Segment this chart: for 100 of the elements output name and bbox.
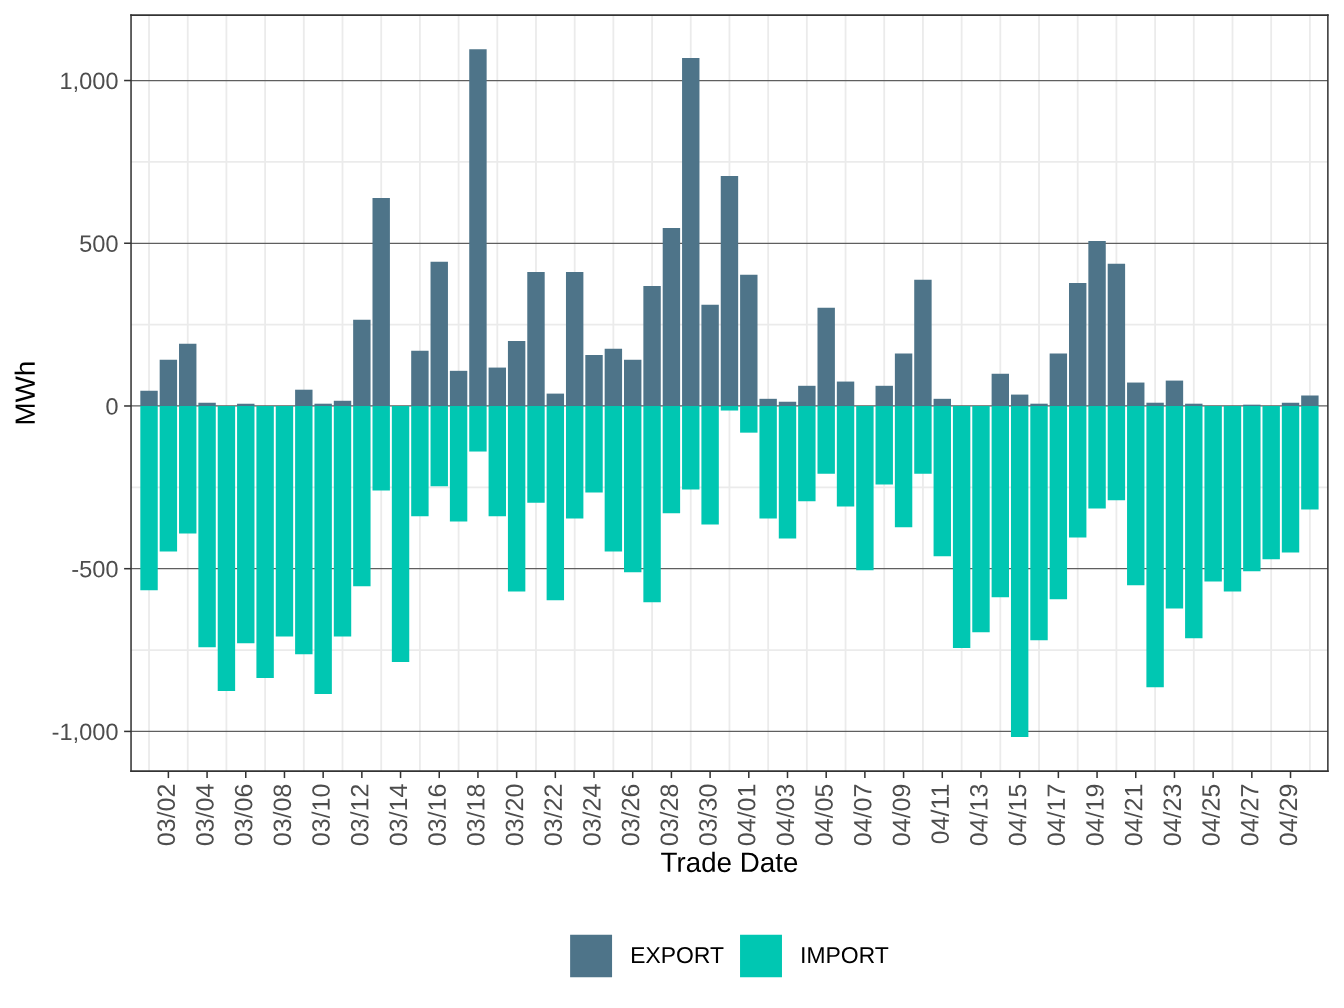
bar: [1010, 405, 1029, 737]
bar: [952, 405, 971, 649]
bar: [662, 227, 681, 406]
bar: [1146, 402, 1164, 406]
x-tick-label: 04/23: [1162, 784, 1182, 846]
bar: [875, 385, 893, 406]
bar: [391, 405, 410, 663]
x-tick-label: 04/05: [814, 784, 833, 846]
bar: [159, 405, 178, 552]
bar: [991, 373, 1010, 406]
bar: [411, 405, 429, 517]
bar: [933, 405, 951, 557]
bar: [333, 405, 352, 637]
bar: [604, 405, 623, 552]
bar: [430, 261, 448, 406]
x-tick-label: 04/19: [1085, 784, 1104, 846]
bar: [333, 400, 352, 406]
bar: [991, 405, 1010, 598]
bar: [565, 271, 584, 406]
x-tick-label: 04/15: [1008, 784, 1027, 846]
bar: [720, 175, 739, 406]
x-tick-label: 03/14: [388, 784, 408, 846]
bar: [140, 405, 158, 591]
bar: [1127, 382, 1145, 406]
bar: [179, 405, 197, 534]
y-tick-label: 500: [80, 235, 118, 253]
bar: [1069, 282, 1087, 406]
bar: [972, 405, 990, 633]
bar: [198, 402, 216, 406]
bar: [1010, 394, 1029, 406]
x-tick-label: 04/13: [969, 784, 988, 846]
x-tick-label: 03/28: [659, 784, 679, 846]
y-tick-label: 0: [106, 398, 118, 415]
bar: [527, 405, 545, 503]
bar: [1301, 395, 1319, 406]
bar: [1049, 405, 1068, 600]
bar: [720, 405, 739, 411]
bar: [1281, 405, 1300, 553]
x-tick-label: 04/11: [930, 784, 949, 844]
x-tick-label: 03/30: [698, 784, 717, 846]
bar: [1165, 405, 1184, 609]
bar: [1088, 405, 1106, 509]
bar: [527, 271, 545, 406]
bar: [449, 405, 468, 522]
bar: [449, 370, 468, 406]
bar: [662, 405, 681, 514]
x-tick-label: 03/08: [272, 784, 292, 846]
y-tick-label: -1,000: [52, 723, 118, 743]
bar: [430, 405, 448, 487]
x-tick-label: 04/07: [853, 784, 872, 846]
bar: [1107, 263, 1126, 406]
x-tick-label: 04/25: [1201, 784, 1220, 846]
bar: [488, 367, 506, 406]
bar: [836, 405, 855, 507]
bar: [256, 405, 274, 679]
x-tick-label: 04/09: [891, 784, 911, 846]
bar: [643, 405, 661, 603]
bar: [933, 398, 951, 406]
bar: [682, 58, 700, 406]
bar: [643, 285, 661, 406]
x-tick-label: 03/12: [350, 784, 369, 846]
bar: [1030, 403, 1048, 406]
bar: [140, 390, 158, 406]
x-tick-label: 03/04: [195, 784, 214, 846]
bar: [701, 304, 719, 406]
y-tick-label: -500: [72, 560, 118, 578]
bar: [1049, 353, 1068, 406]
bar: [1088, 240, 1106, 406]
bar: [856, 405, 874, 571]
bar: [914, 279, 932, 406]
bar: [585, 405, 603, 493]
bar: [1165, 380, 1184, 406]
bar: [159, 359, 178, 406]
bar: [624, 359, 642, 406]
x-tick-label: 03/02: [156, 784, 176, 846]
x-tick-label: 03/16: [427, 784, 446, 846]
x-tick-label: 04/21: [1124, 784, 1143, 846]
bar: [914, 405, 932, 474]
bar: [507, 405, 526, 592]
x-tick-label: 03/20: [504, 784, 524, 846]
bar: [1069, 405, 1087, 538]
bar: [411, 350, 429, 406]
legend-label: IMPORT: [802, 946, 889, 964]
bar: [836, 381, 855, 406]
bar: [1223, 405, 1242, 592]
x-tick-label: 04/27: [1240, 784, 1259, 846]
x-tick-label: 04/01: [737, 784, 756, 846]
bar: [469, 405, 487, 452]
bar: [179, 343, 197, 406]
x-tick-label: 04/17: [1046, 784, 1066, 846]
y-axis-title: MWh: [14, 362, 35, 424]
bar: [778, 405, 797, 539]
x-tick-label: 04/29: [1278, 784, 1298, 846]
bar: [701, 405, 719, 525]
x-tick-label: 03/22: [543, 784, 563, 846]
x-tick-label: 03/26: [621, 784, 640, 846]
bar: [604, 348, 623, 406]
x-axis-title: Trade Date: [661, 851, 798, 873]
x-tick-label: 03/18: [466, 784, 485, 846]
bar: [488, 405, 506, 517]
